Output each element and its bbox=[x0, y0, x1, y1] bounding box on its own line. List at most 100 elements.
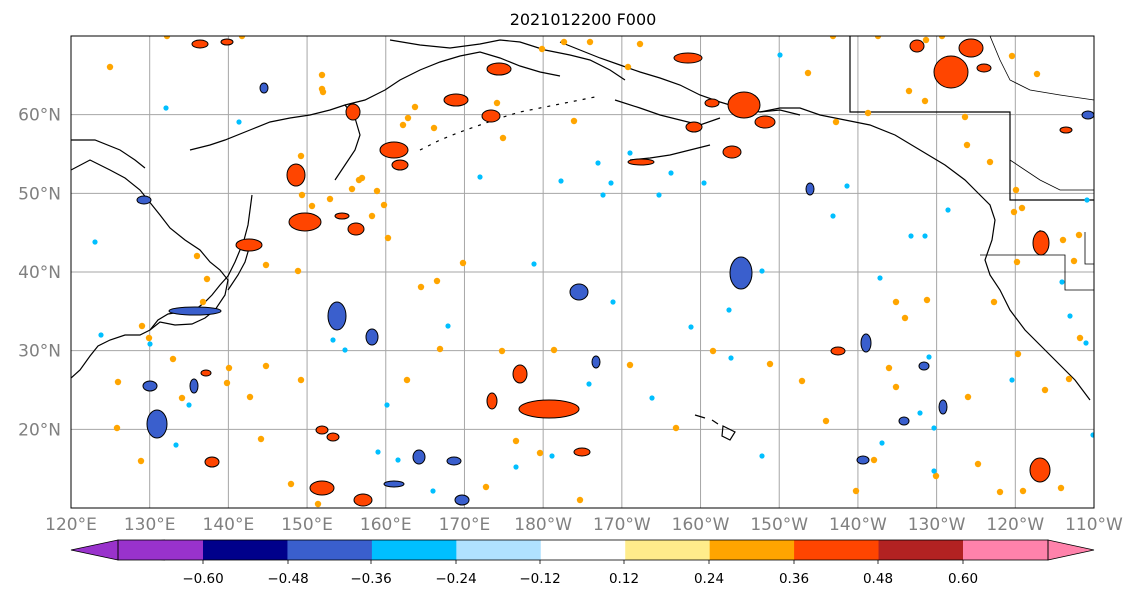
longitude-label: 160°W bbox=[672, 515, 730, 535]
colorbar-segment bbox=[794, 540, 880, 560]
negative-cell bbox=[610, 299, 616, 305]
positive-cell bbox=[1070, 257, 1078, 265]
negative-cell bbox=[926, 354, 932, 360]
positive-cell bbox=[766, 360, 774, 368]
longitude-label: 120°E bbox=[45, 515, 97, 535]
positive-cell bbox=[938, 36, 946, 40]
colorbar-segment bbox=[371, 540, 457, 560]
negative-cell bbox=[608, 180, 614, 186]
negative-cell bbox=[513, 464, 519, 470]
colorbar-segment bbox=[203, 540, 288, 560]
longitude-label: 140°E bbox=[203, 515, 255, 535]
positive-cell bbox=[297, 376, 305, 384]
negative-cell bbox=[477, 174, 483, 180]
positive-cell bbox=[163, 36, 171, 40]
negative-cell bbox=[701, 180, 707, 186]
positive-cell bbox=[318, 85, 326, 93]
latitude-labels: 20°N 30°N 40°N 50°N 60°N bbox=[18, 106, 61, 441]
latitude-label: 40°N bbox=[18, 263, 61, 283]
positive-cell bbox=[411, 103, 419, 111]
negative-cell bbox=[627, 150, 633, 156]
positive-cell bbox=[538, 45, 546, 53]
positive-cell bbox=[298, 191, 306, 199]
positive-cell bbox=[436, 345, 444, 353]
negative-cell bbox=[1059, 279, 1065, 285]
negative-cell bbox=[759, 268, 765, 274]
positive-cell bbox=[223, 379, 231, 387]
negative-cell bbox=[586, 381, 592, 387]
negative-cell bbox=[595, 160, 601, 166]
positive-cell bbox=[974, 460, 982, 468]
colorbar-segment bbox=[625, 540, 711, 560]
negative-cell bbox=[726, 307, 732, 313]
positive-cell bbox=[373, 187, 381, 195]
positive-cell bbox=[417, 283, 425, 291]
positive-cell bbox=[1057, 484, 1065, 492]
positive-cell bbox=[384, 234, 392, 242]
positive-cell bbox=[932, 472, 940, 480]
positive-cell bbox=[961, 113, 969, 121]
latitude-label: 60°N bbox=[18, 106, 61, 126]
colorbar-segment bbox=[709, 540, 795, 560]
negative-cell bbox=[600, 192, 606, 198]
negative-cell bbox=[1084, 197, 1090, 203]
positive-cell bbox=[225, 364, 233, 372]
negative-cell bbox=[728, 355, 734, 361]
plot-title: 2021012200 F000 bbox=[509, 10, 657, 29]
negative-cell bbox=[147, 341, 153, 347]
positive-cell bbox=[804, 69, 812, 77]
positive-cell bbox=[246, 393, 254, 401]
positive-cell bbox=[145, 334, 153, 342]
positive-cell bbox=[829, 36, 837, 40]
colorbar-tick-label: 0.60 bbox=[948, 571, 978, 587]
longitude-label: 120°W bbox=[986, 515, 1044, 535]
longitude-labels: 120°E 130°E 140°E 150°E 160°E 170°E 180°W 170°W… bbox=[45, 515, 1123, 535]
positive-cell bbox=[822, 417, 830, 425]
positive-cell bbox=[433, 277, 441, 285]
negative-cell bbox=[931, 425, 937, 431]
negative-cell bbox=[98, 332, 104, 338]
colorbar-tick-label: 0.36 bbox=[779, 571, 809, 587]
positive-cell bbox=[178, 394, 186, 402]
negative-cell bbox=[777, 52, 783, 58]
positive-cell bbox=[1076, 334, 1084, 342]
negative-cell bbox=[830, 213, 836, 219]
latitude-label: 20°N bbox=[18, 420, 61, 440]
positive-cell bbox=[314, 500, 322, 508]
colorbar-tick-label: −0.36 bbox=[350, 571, 391, 587]
positive-cell bbox=[892, 298, 900, 306]
negative-cell bbox=[375, 449, 381, 455]
positive-cell bbox=[199, 298, 207, 306]
negative-cell bbox=[186, 402, 192, 408]
negative-cell bbox=[173, 442, 179, 448]
positive-cell bbox=[1012, 186, 1020, 194]
negative-cell bbox=[395, 457, 401, 463]
positive-cell bbox=[864, 109, 872, 117]
negative-cell bbox=[445, 323, 451, 329]
positive-cell bbox=[576, 496, 584, 504]
positive-cell bbox=[403, 376, 411, 384]
colorbar-tick-label: −0.12 bbox=[519, 571, 560, 587]
positive-cell bbox=[626, 361, 634, 369]
negative-cell bbox=[236, 119, 242, 125]
negative-cell bbox=[1009, 377, 1015, 383]
positive-cell bbox=[905, 87, 913, 95]
positive-cell bbox=[624, 63, 632, 71]
colorbar-segment bbox=[878, 540, 964, 560]
negative-cell bbox=[877, 275, 883, 281]
colorbar-segment bbox=[118, 540, 203, 560]
positive-cell bbox=[262, 261, 270, 269]
positive-cell bbox=[709, 347, 717, 355]
positive-cell bbox=[963, 141, 971, 149]
longitude-label: 130°W bbox=[908, 515, 966, 535]
positive-cell bbox=[923, 296, 931, 304]
negative-cell bbox=[922, 233, 928, 239]
positive-cell bbox=[636, 40, 644, 48]
positive-cell bbox=[203, 275, 211, 283]
negative-cell bbox=[879, 440, 885, 446]
positive-cell bbox=[493, 99, 501, 107]
colorbar: −0.60 −0.48 −0.36 −0.24 −0.12 0.12 0.24 0.36 0.4… bbox=[70, 539, 1095, 587]
positive-cell bbox=[901, 314, 909, 322]
negative-cell bbox=[342, 347, 348, 353]
